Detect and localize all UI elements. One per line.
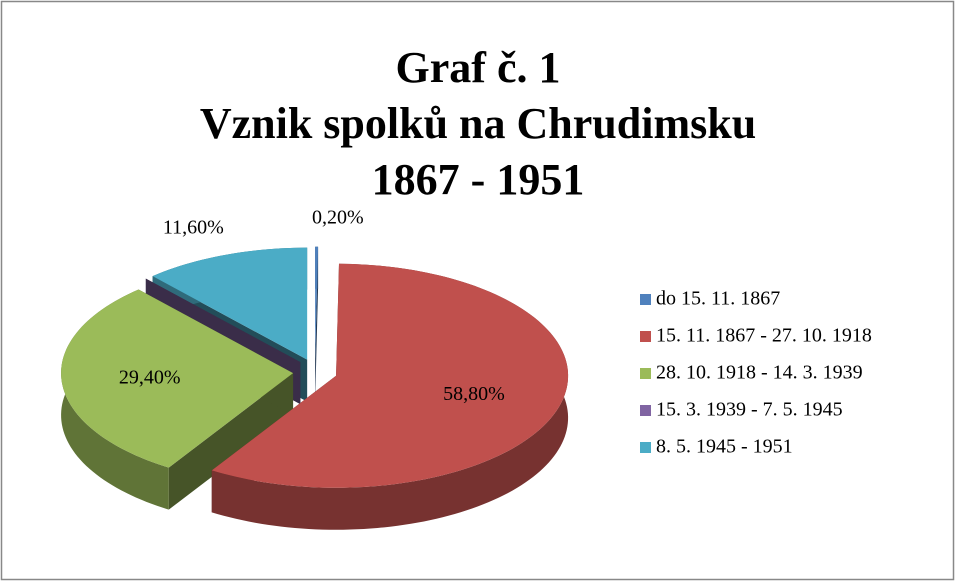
legend-swatch (640, 368, 651, 379)
data-label: 29,40% (119, 366, 181, 388)
slice-top (145, 278, 301, 363)
legend-swatch (640, 294, 651, 305)
data-label: 11,60% (163, 216, 224, 238)
legend-swatch (640, 405, 651, 416)
data-label: 0,20% (312, 206, 364, 228)
chart-title: Graf č. 1 (396, 43, 561, 92)
slice-top (61, 289, 294, 468)
slice-top (152, 247, 308, 360)
legend-swatch (640, 331, 651, 342)
legend-label: 28. 10. 1918 - 14. 3. 1939 (656, 362, 863, 384)
data-label: 58,80% (443, 383, 505, 405)
pie-slice (211, 263, 569, 530)
legend-swatch (640, 442, 651, 453)
legend-label: do 15. 11. 1867 (656, 288, 780, 310)
chart-title: 1867 - 1951 (372, 155, 585, 204)
pie-slice (61, 289, 294, 510)
pie-slice (315, 246, 319, 401)
legend-label: 15. 3. 1939 - 7. 5. 1945 (656, 399, 843, 421)
slice-side (168, 373, 294, 510)
slice-wall (211, 263, 569, 530)
slice-top (315, 246, 319, 359)
chart-title: Vznik spolků na Chrudimsku (200, 99, 756, 148)
slice-top (211, 263, 569, 488)
legend-label: 8. 5. 1945 - 1951 (656, 436, 793, 458)
legend-label: 15. 11. 1867 - 27. 10. 1918 (656, 325, 872, 347)
